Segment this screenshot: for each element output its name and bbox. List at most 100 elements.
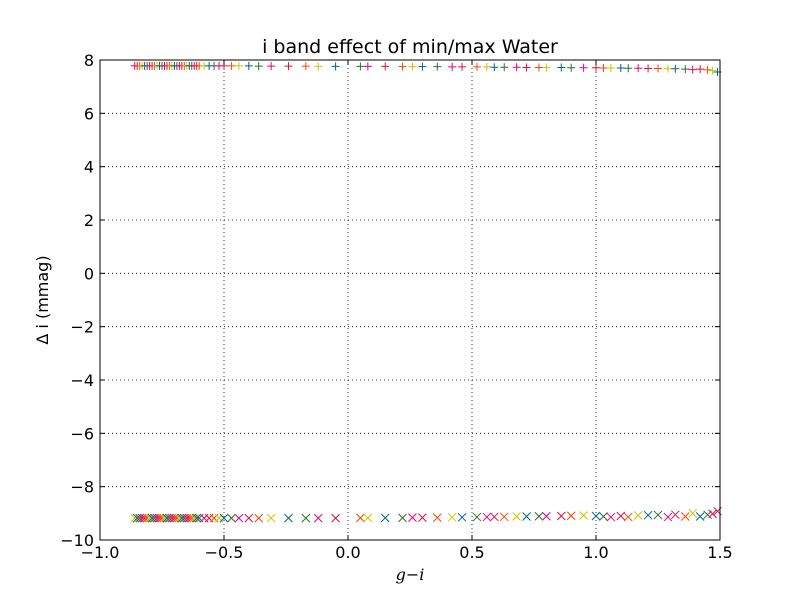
x-marker-point [633, 511, 643, 520]
series-0 [130, 61, 722, 76]
y-axis-label: Δ i (mmag) [33, 255, 52, 344]
plus-marker-point [267, 62, 276, 71]
x-marker-point [623, 512, 633, 522]
x-marker-point [708, 509, 717, 519]
plus-marker-point [458, 62, 467, 71]
x-tick-label: −0.5 [205, 543, 244, 562]
plus-marker-point [234, 61, 243, 70]
x-marker-point [219, 513, 229, 523]
plus-marker-point [500, 63, 509, 72]
y-tick-label: −2 [70, 318, 94, 337]
x-tick-label: 1.5 [707, 543, 732, 562]
x-marker-point [482, 512, 492, 522]
y-tick-label: −8 [70, 478, 94, 497]
x-marker-point [244, 513, 254, 523]
y-tick-label: −6 [70, 424, 94, 443]
y-tick-label: 4 [84, 158, 94, 177]
x-marker-point [512, 512, 521, 521]
plus-marker-point [663, 64, 672, 73]
plus-marker-point [534, 63, 543, 72]
x-marker-point [591, 511, 601, 521]
plus-marker-point [696, 65, 705, 74]
plus-marker-point [398, 62, 407, 71]
chart-title: i band effect of min/max Water [262, 36, 558, 58]
series-1 [130, 506, 722, 523]
x-marker-point [457, 512, 467, 522]
plus-marker-point [606, 64, 615, 72]
x-marker-point [680, 512, 690, 521]
plus-marker-point [703, 65, 712, 74]
y-tick-label: 2 [84, 211, 94, 230]
plus-marker-point [671, 64, 680, 73]
plus-marker-point [567, 63, 576, 72]
x-marker-point [599, 512, 608, 521]
y-tick-label: 6 [84, 104, 94, 123]
x-marker-point [606, 512, 616, 522]
plus-marker-point [482, 62, 491, 71]
plus-marker-point [634, 64, 643, 73]
x-marker-point [695, 512, 705, 521]
x-marker-point [254, 513, 264, 523]
x-tick-label: 0.0 [335, 543, 360, 562]
plus-marker-point [522, 63, 531, 72]
x-marker-point [418, 513, 427, 522]
plot-area [130, 61, 722, 523]
plus-marker-point [314, 62, 323, 71]
x-marker-point [556, 511, 566, 521]
plus-marker-point [472, 62, 481, 71]
x-marker-point [356, 513, 365, 523]
plus-marker-point [616, 64, 625, 72]
plus-marker-point [254, 62, 263, 71]
x-tick-label: −1.0 [81, 543, 120, 562]
plus-marker-point [448, 62, 457, 71]
plus-marker-point [227, 61, 236, 70]
plus-marker-point [624, 64, 633, 73]
plus-marker-point [654, 64, 662, 73]
plus-marker-point [688, 65, 697, 74]
x-marker-point [447, 512, 457, 522]
plus-marker-point [681, 65, 690, 74]
plus-marker-point [579, 63, 588, 72]
x-marker-point [408, 513, 417, 522]
x-marker-point [398, 513, 407, 523]
plus-marker-point [592, 63, 600, 72]
axes-frame [99, 59, 721, 541]
x-marker-point [331, 513, 340, 523]
x-marker-point [671, 510, 680, 520]
x-marker-point [579, 511, 588, 520]
x-marker-point [489, 512, 499, 522]
plus-marker-point [418, 62, 427, 71]
plus-marker-point [433, 62, 442, 71]
x-marker-point [380, 513, 390, 523]
x-marker-point [313, 513, 323, 523]
plus-marker-point [356, 62, 365, 71]
x-marker-point [266, 513, 276, 523]
plus-marker-point [284, 62, 293, 71]
x-marker-point [653, 510, 663, 520]
plus-marker-point [557, 63, 566, 72]
plus-marker-point [363, 62, 372, 71]
plus-marker-point [599, 64, 608, 72]
x-marker-point [499, 512, 509, 522]
plus-marker-point [644, 64, 653, 73]
x-marker-point [363, 513, 373, 523]
plus-marker-point [542, 63, 551, 72]
x-marker-point [542, 511, 551, 521]
y-tick-label: 0 [84, 264, 94, 283]
plus-marker-point [244, 61, 253, 70]
plus-marker-point [490, 63, 499, 72]
x-axis-label: g−i [396, 565, 425, 584]
x-tick-label: 0.5 [459, 543, 484, 562]
plus-marker-point [331, 62, 340, 71]
x-marker-point [663, 512, 673, 522]
x-marker-point [643, 510, 653, 520]
x-marker-point [234, 513, 244, 523]
y-tick-label: −10 [60, 531, 94, 550]
x-marker-point [192, 513, 202, 523]
x-marker-point [284, 513, 293, 523]
y-axis: −10 −8 −6 −4 −2 0 2 4 6 8 [60, 51, 720, 550]
plus-marker-point [301, 62, 310, 71]
plus-marker-point [512, 63, 521, 72]
x-tick-label: 1.0 [583, 543, 608, 562]
